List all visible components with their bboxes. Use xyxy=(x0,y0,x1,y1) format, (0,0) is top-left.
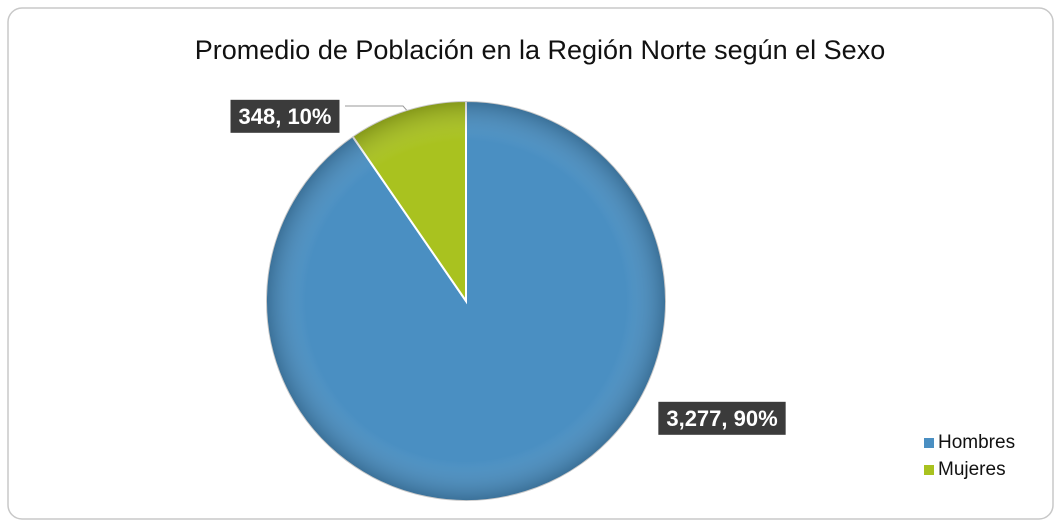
legend-swatch xyxy=(924,438,934,448)
data-label: 3,277, 90% xyxy=(666,406,777,431)
chart-title: Promedio de Población en la Región Norte… xyxy=(195,35,885,65)
data-label-box xyxy=(658,401,786,435)
leader-line xyxy=(345,105,407,111)
data-label-box xyxy=(230,99,340,133)
legend-label: Hombres xyxy=(938,432,1015,453)
legend-swatch xyxy=(924,465,934,475)
data-label: 348, 10% xyxy=(239,104,332,129)
legend-label: Mujeres xyxy=(938,459,1006,480)
